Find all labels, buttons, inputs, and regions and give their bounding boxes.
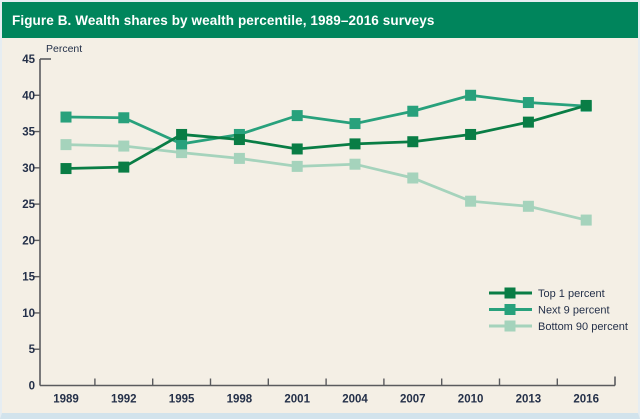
x-tick-label: 1995 (169, 394, 195, 406)
x-tick-label: 2007 (400, 394, 426, 406)
data-point-top-1-percent-2013 (522, 116, 534, 128)
x-tick-label: 2010 (458, 394, 484, 406)
data-point-next-9-percent-2001 (291, 110, 303, 122)
data-point-top-1-percent-2004 (349, 138, 361, 150)
data-point-next-9-percent-2007 (407, 105, 419, 117)
data-point-bottom-90-percent-1992 (118, 140, 130, 152)
x-tick-label: 1992 (111, 394, 137, 406)
data-point-bottom-90-percent-1998 (233, 152, 245, 164)
y-tick-label: 20 (22, 235, 35, 247)
y-tick-label: 40 (22, 90, 35, 102)
y-tick-label: 5 (29, 344, 36, 356)
data-point-next-9-percent-1989 (60, 111, 72, 123)
data-point-top-1-percent-2010 (465, 128, 477, 140)
data-point-top-1-percent-1992 (118, 161, 130, 173)
data-point-bottom-90-percent-2004 (349, 158, 361, 170)
x-tick-label: 2013 (516, 394, 542, 406)
chart-area: Percent 0 5 10 15 20 25 30 35 40 45 1989 1992 1995 199… (2, 38, 638, 413)
x-tick-label: 1989 (53, 394, 79, 406)
data-point-bottom-90-percent-1995 (176, 147, 188, 159)
data-point-top-1-percent-1989 (60, 163, 72, 175)
y-tick-label: 15 (22, 272, 35, 284)
data-point-next-9-percent-2004 (349, 118, 361, 130)
legend-marker-bottom-90-percent (504, 320, 516, 332)
legend-label-bottom-90-percent: Bottom 90 percent (538, 321, 628, 333)
data-point-next-9-percent-1992 (118, 112, 130, 124)
y-axis-unit-label: Percent (46, 43, 82, 55)
x-tick-label: 2004 (342, 394, 368, 406)
x-tick-label: 1998 (227, 394, 253, 406)
y-tick-label: 45 (22, 54, 35, 66)
series-line-top-1-percent (65, 104, 587, 170)
legend-label-top-1-percent: Top 1 percent (538, 288, 605, 300)
data-point-bottom-90-percent-2013 (522, 200, 534, 212)
data-point-bottom-90-percent-2007 (407, 172, 419, 184)
legend-label-next-9-percent: Next 9 percent (538, 305, 610, 317)
data-point-bottom-90-percent-2001 (291, 160, 303, 172)
data-point-top-1-percent-2007 (407, 136, 419, 148)
data-point-bottom-90-percent-2016 (580, 214, 592, 226)
data-point-top-1-percent-1995 (176, 128, 188, 140)
legend-marker-top-1-percent (504, 287, 516, 299)
y-tick-label: 10 (22, 308, 35, 320)
data-point-next-9-percent-2010 (465, 89, 477, 101)
x-tick-label: 2001 (284, 394, 310, 406)
x-tick-label: 2016 (573, 394, 599, 406)
y-tick-label: 25 (22, 199, 35, 211)
data-point-top-1-percent-1998 (233, 134, 245, 146)
series-line-next-9-percent (65, 93, 587, 146)
data-point-next-9-percent-2013 (522, 97, 534, 109)
figure-title: Figure B. Wealth shares by wealth percen… (12, 12, 435, 28)
wealth-shares-line-chart: Percent 0 5 10 15 20 25 30 35 40 45 1989 1992 1995 199… (22, 43, 628, 406)
figure-title-bar: Figure B. Wealth shares by wealth percen… (2, 2, 638, 38)
data-point-top-1-percent-2016 (580, 99, 592, 111)
data-point-next-9-percent-1995 (176, 138, 188, 150)
data-point-bottom-90-percent-1989 (60, 139, 72, 151)
legend-marker-next-9-percent (504, 304, 516, 315)
y-tick-label: 0 (29, 381, 35, 393)
y-tick-label: 35 (22, 127, 35, 139)
data-point-bottom-90-percent-2010 (465, 195, 477, 207)
y-tick-label: 30 (22, 163, 35, 175)
data-point-top-1-percent-2001 (291, 143, 303, 155)
